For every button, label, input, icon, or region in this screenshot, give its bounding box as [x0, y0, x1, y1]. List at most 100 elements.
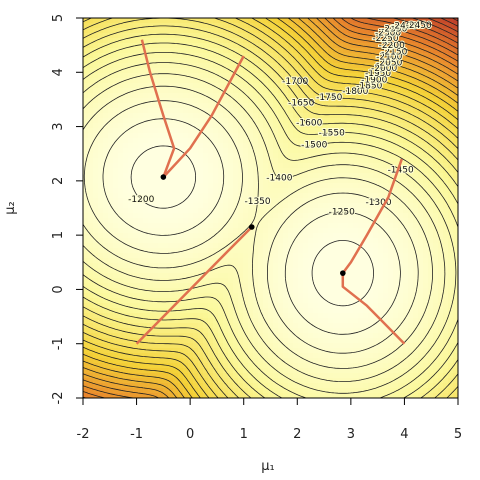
heat-cell [113, 283, 119, 289]
heat-cell [408, 203, 414, 209]
heat-cell [93, 258, 99, 264]
heat-cell [148, 188, 154, 194]
heat-cell [318, 143, 324, 149]
heat-cell [313, 198, 319, 204]
heat-cell [323, 283, 329, 289]
heat-cell [273, 188, 279, 194]
heat-cell [203, 203, 209, 209]
heat-cell [283, 103, 289, 109]
heat-cell [233, 58, 239, 64]
heat-cell [298, 63, 304, 69]
heat-cell [123, 223, 129, 229]
heat-cell [93, 313, 99, 319]
heat-cell [248, 273, 254, 279]
heat-cell [238, 263, 244, 269]
heat-cell [143, 128, 149, 134]
heat-cell [378, 298, 384, 304]
heat-cell [128, 203, 134, 209]
heat-cell [398, 178, 404, 184]
heat-cell [98, 308, 104, 314]
heat-cell [208, 33, 214, 39]
heat-cell [303, 353, 309, 359]
heat-cell [398, 243, 404, 249]
heat-cell [258, 258, 264, 264]
heat-cell [328, 158, 334, 164]
heat-cell [323, 88, 329, 94]
heat-cell [283, 153, 289, 159]
heat-cell [278, 248, 284, 254]
heat-cell [138, 218, 144, 224]
heat-cell [338, 288, 344, 294]
heat-cell [83, 273, 89, 279]
heat-cell [93, 263, 99, 269]
heat-cell [203, 238, 209, 244]
heat-cell [288, 338, 294, 344]
heat-cell [183, 23, 189, 29]
heat-cell [133, 328, 139, 334]
heat-cell [153, 183, 159, 189]
heat-cell [383, 263, 389, 269]
heat-cell [308, 338, 314, 344]
heat-cell [103, 53, 109, 59]
heat-cell [343, 358, 349, 364]
heat-cell [213, 208, 219, 214]
heat-cell [88, 263, 94, 269]
heat-cell [83, 383, 89, 389]
heat-cell [378, 388, 384, 394]
heat-cell [268, 343, 274, 349]
heat-cell [118, 58, 124, 64]
heat-cell [123, 308, 129, 314]
heat-cell [293, 278, 299, 284]
heat-cell [368, 243, 374, 249]
heat-cell [203, 268, 209, 274]
heat-cell [253, 178, 259, 184]
heat-cell [163, 88, 169, 94]
heat-cell [83, 223, 89, 229]
heat-cell [208, 363, 214, 369]
heat-cell [258, 323, 264, 329]
heat-cell [178, 73, 184, 79]
heat-cell [243, 273, 249, 279]
heat-cell [98, 188, 104, 194]
heat-cell [328, 193, 334, 199]
heat-cell [188, 113, 194, 119]
heat-cell [223, 63, 229, 69]
heat-cell [323, 48, 329, 54]
heat-cell [273, 183, 279, 189]
heat-cell [203, 363, 209, 369]
heat-cell [143, 158, 149, 164]
heat-cell [283, 183, 289, 189]
heat-cell [263, 243, 269, 249]
heat-cell [238, 178, 244, 184]
heat-cell [133, 168, 139, 174]
heat-cell [213, 23, 219, 29]
heat-cell [213, 378, 219, 384]
heat-cell [198, 18, 204, 24]
heat-cell [303, 173, 309, 179]
heat-cell [313, 253, 319, 259]
heat-cell [378, 213, 384, 219]
heat-cell [108, 38, 114, 44]
heat-cell [273, 243, 279, 249]
heat-cell [163, 83, 169, 89]
heat-cell [128, 123, 134, 129]
heat-cell [113, 23, 119, 29]
heat-cell [298, 263, 304, 269]
heat-cell [148, 268, 154, 274]
heat-cell [108, 178, 114, 184]
heat-cell [103, 238, 109, 244]
heat-cell [93, 353, 99, 359]
heat-cell [223, 53, 229, 59]
heat-cell [268, 323, 274, 329]
heat-cell [193, 93, 199, 99]
heat-cell [153, 228, 159, 234]
heat-cell [373, 258, 379, 264]
heat-cell [138, 143, 144, 149]
heat-cell [203, 53, 209, 59]
heat-cell [373, 223, 379, 229]
heat-cell [183, 48, 189, 54]
heat-cell [103, 73, 109, 79]
heat-cell [378, 283, 384, 289]
heat-cell [263, 388, 269, 394]
heat-cell [308, 258, 314, 264]
